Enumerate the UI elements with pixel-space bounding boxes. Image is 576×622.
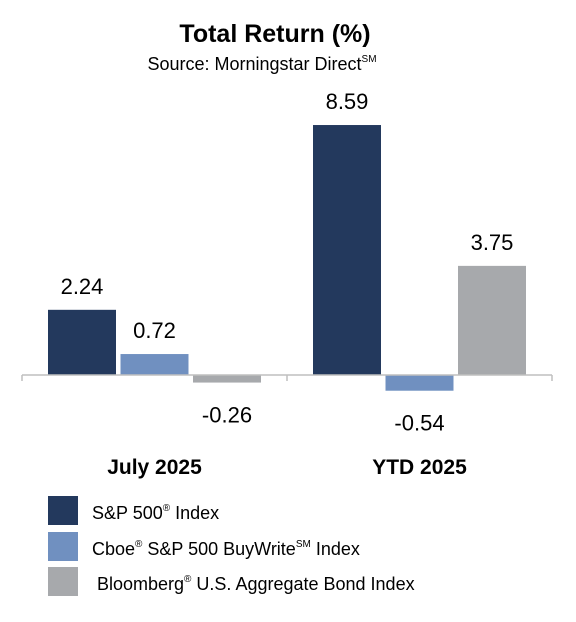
value-label-3-1: -0.26 [202, 403, 252, 428]
value-labels-group: 2.24 0.72 -0.26 8.59 -0.54 3.75 [61, 89, 514, 436]
value-label-3-2: 3.75 [471, 230, 514, 255]
bar-2-2 [385, 375, 454, 391]
legend-label-1: S&P 500® Index [92, 503, 219, 523]
x-axis-ticks [21, 375, 553, 381]
chart-title: Total Return (%) [179, 20, 370, 48]
legend-swatch-3 [48, 567, 78, 596]
bars-group [48, 125, 526, 391]
chart-subtitle: Source: Morningstar DirectSM [147, 54, 376, 74]
bar-1-2 [313, 125, 381, 375]
category-label-2: YTD 2025 [372, 456, 467, 479]
bar-2-1 [120, 354, 189, 375]
legend: S&P 500® Index Cboe® S&P 500 BuyWriteSM I… [48, 496, 415, 596]
chart-subtitle-text: Source: Morningstar Direct [147, 54, 361, 74]
chart-subtitle-sup: SM [362, 54, 377, 65]
legend-label-3: Bloomberg® U.S. Aggregate Bond Index [97, 574, 415, 594]
bar-3-1 [193, 375, 261, 383]
value-label-1-2: 8.59 [326, 89, 369, 114]
value-label-2-2: -0.54 [394, 411, 444, 436]
legend-swatch-2 [48, 532, 78, 561]
category-label-1: July 2025 [107, 456, 202, 479]
legend-label-2: Cboe® S&P 500 BuyWriteSM Index [92, 539, 360, 559]
bar-3-2 [458, 265, 526, 375]
value-label-1-1: 2.24 [61, 274, 104, 299]
bar-1-1 [48, 309, 116, 375]
value-label-2-1: 0.72 [133, 318, 176, 343]
legend-swatch-1 [48, 496, 78, 525]
category-labels-group: July 2025 YTD 2025 [107, 456, 467, 479]
